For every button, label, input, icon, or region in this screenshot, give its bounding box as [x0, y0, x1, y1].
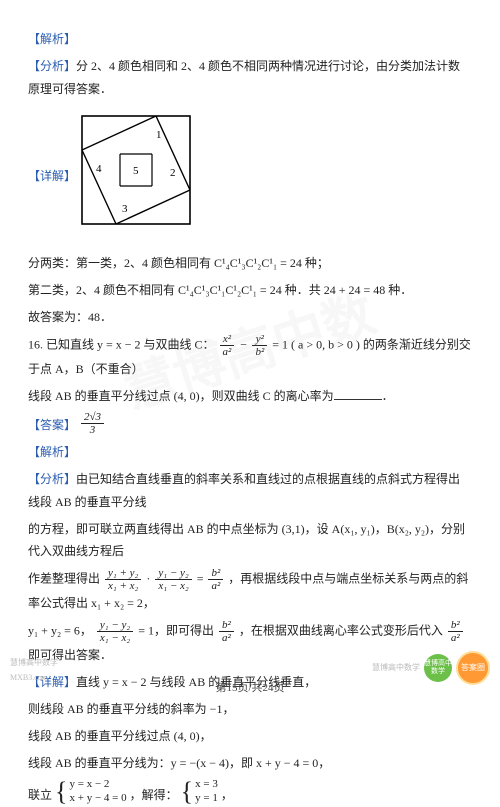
- an2-frac-2: y₁ − y₂ x₁ − x₂: [155, 567, 191, 592]
- system-left: { y = x − 2 x + y − 4 = 0: [55, 778, 127, 804]
- frac-num: b²: [219, 619, 234, 632]
- detail2e-post: ，: [221, 789, 233, 803]
- frac-den: x₁ − x₂: [155, 580, 191, 592]
- two-class-line-1: 分两类：第一类，2、4 颜色相同有 C¹₄C¹₃C¹₂C¹₁ = 24 种；: [28, 252, 472, 275]
- frac-den: a²: [448, 632, 463, 644]
- analysis-2a-text: 由已知结合直线垂直的斜率关系和直线过的点根据直线的点斜式方程得出线段 AB 的垂…: [28, 472, 460, 509]
- svg-text:4: 4: [96, 163, 102, 175]
- minus-sign: −: [239, 337, 250, 351]
- analysis-2-line-b: 的方程，即可联立两直线得出 AB 的中点坐标为 (3,1)，设 A(x₁, y₁…: [28, 518, 472, 564]
- sys-l2: x + y − 4 = 0: [70, 792, 127, 805]
- an2d-pre: y₁ + y₂ = 6，: [28, 624, 92, 638]
- frac-den: a²: [208, 580, 223, 592]
- frac-den: 3: [81, 424, 104, 436]
- q16-frac-2: y² b²: [252, 333, 267, 358]
- system-right: { x = 3 y = 1: [181, 778, 218, 804]
- frac-den: x₁ + x₂: [105, 580, 141, 592]
- svg-text:1: 1: [156, 129, 162, 141]
- frac-num: b²: [448, 619, 463, 632]
- an2-frac-4: y₁ − y₂ x₁ − x₂: [97, 619, 133, 644]
- answer-circle-badge-icon: 答案圈: [456, 651, 490, 685]
- square-diagram: 1 2 3 4 5: [76, 110, 196, 238]
- detail-2-line-b: 则线段 AB 的垂直平分线的斜率为 −1，: [28, 698, 472, 721]
- frac-den: a²: [219, 632, 234, 644]
- detail2e-pre: 联立: [28, 789, 55, 803]
- an2-frac-3: b² a²: [208, 567, 223, 592]
- frac-num: y²: [252, 333, 267, 346]
- an2-frac-5: b² a²: [219, 619, 234, 644]
- dot-1: ·: [146, 572, 153, 586]
- frac-num: y₁ − y₂: [97, 619, 133, 632]
- answer-frac: 2√3 3: [81, 411, 104, 436]
- an2-frac-1: y₁ + y₂ x₁ + x₂: [105, 567, 141, 592]
- frac-den: a²: [220, 346, 235, 358]
- q16-text-a: 16. 已知直线 y = x − 2 与双曲线 C：: [28, 337, 215, 351]
- q16-frac-1: x² a²: [220, 333, 235, 358]
- detail-2-line-e: 联立 { y = x − 2 x + y − 4 = 0 ，解得： { x = …: [28, 778, 472, 807]
- detail2e-mid: ，解得：: [130, 789, 178, 803]
- detail-2-line-d: 线段 AB 的垂直平分线为：y = −(x − 4)，即 x + y − 4 =…: [28, 752, 472, 775]
- frac-num: b²: [208, 567, 223, 580]
- frac-num: 2√3: [81, 411, 104, 424]
- frac-den: x₁ − x₂: [97, 632, 133, 644]
- analysis-label-2: 【分析】: [28, 472, 76, 486]
- analysis-1-text: 分 2、4 颜色相同和 2、4 颜色不相同两种情况进行讨论，由分类加法计数原理可…: [28, 59, 460, 96]
- svg-text:3: 3: [122, 203, 128, 215]
- analysis-label: 【分析】: [28, 59, 76, 73]
- sys-l1: y = x − 2: [70, 778, 127, 791]
- eq-1: =: [197, 572, 207, 586]
- watermark-badges: 慧博高中数学 慧博高中数学 答案圈: [372, 651, 490, 685]
- frac-den: b²: [252, 346, 267, 358]
- q16-line-2: 线段 AB 的垂直平分线过点 (4, 0)，则双曲线 C 的离心率为 ．: [28, 385, 472, 408]
- sys-r2: y = 1: [195, 792, 218, 805]
- frac-num: y₁ − y₂: [155, 567, 191, 580]
- answer-row: 【答案】 2√3 3: [28, 411, 472, 437]
- logo-bottom-left: 慧博高中数学 MXB3.com: [10, 655, 58, 685]
- an2d-post: ，在根据双曲线离心率公式变形后代入: [239, 624, 446, 638]
- svg-text:2: 2: [170, 167, 176, 179]
- answer-label: 【答案】: [28, 418, 76, 432]
- wechat-badge-icon: 慧博高中数学: [424, 654, 452, 682]
- q16-text-c: 线段 AB 的垂直平分线过点 (4, 0)，则双曲线 C 的离心率为: [28, 389, 334, 403]
- q16-line-1: 16. 已知直线 y = x − 2 与双曲线 C： x² a² − y² b²…: [28, 333, 472, 381]
- detail-2-line-c: 线段 AB 的垂直平分线过点 (4, 0)，: [28, 725, 472, 748]
- an2-frac-6: b² a²: [448, 619, 463, 644]
- two-class-line-2: 第二类，2、4 颜色不相同有 C¹₄C¹₃C¹₁C¹₂C¹₁ = 24 种．共 …: [28, 279, 472, 302]
- q16-period: ．: [382, 389, 394, 403]
- answer-line-48: 故答案为：48．: [28, 306, 472, 329]
- analysis-2-line-a: 【分析】由已知结合直线垂直的斜率关系和直线过的点根据直线的点斜式方程得出线段 A…: [28, 468, 472, 514]
- svg-text:5: 5: [133, 165, 139, 177]
- answer-blank: [334, 389, 382, 400]
- wm-source-text: 慧博高中数学: [372, 660, 420, 675]
- analysis-1-line: 【分析】分 2、4 颜色相同和 2、4 颜色不相同两种情况进行讨论，由分类加法计…: [28, 55, 472, 101]
- an2c-pre: 作差整理得出: [28, 572, 103, 586]
- an2d-mid: = 1，即可得出: [138, 624, 217, 638]
- frac-num: x²: [220, 333, 235, 346]
- section-header-analysis-1: 【解析】: [28, 28, 472, 51]
- sys-r1: x = 3: [195, 778, 218, 791]
- detail-label-1: 【详解】: [28, 165, 76, 188]
- section-header-analysis-2: 【解析】: [28, 441, 472, 464]
- frac-num: y₁ + y₂: [105, 567, 141, 580]
- analysis-2-line-c: 作差整理得出 y₁ + y₂ x₁ + x₂ · y₁ − y₂ x₁ − x₂…: [28, 567, 472, 615]
